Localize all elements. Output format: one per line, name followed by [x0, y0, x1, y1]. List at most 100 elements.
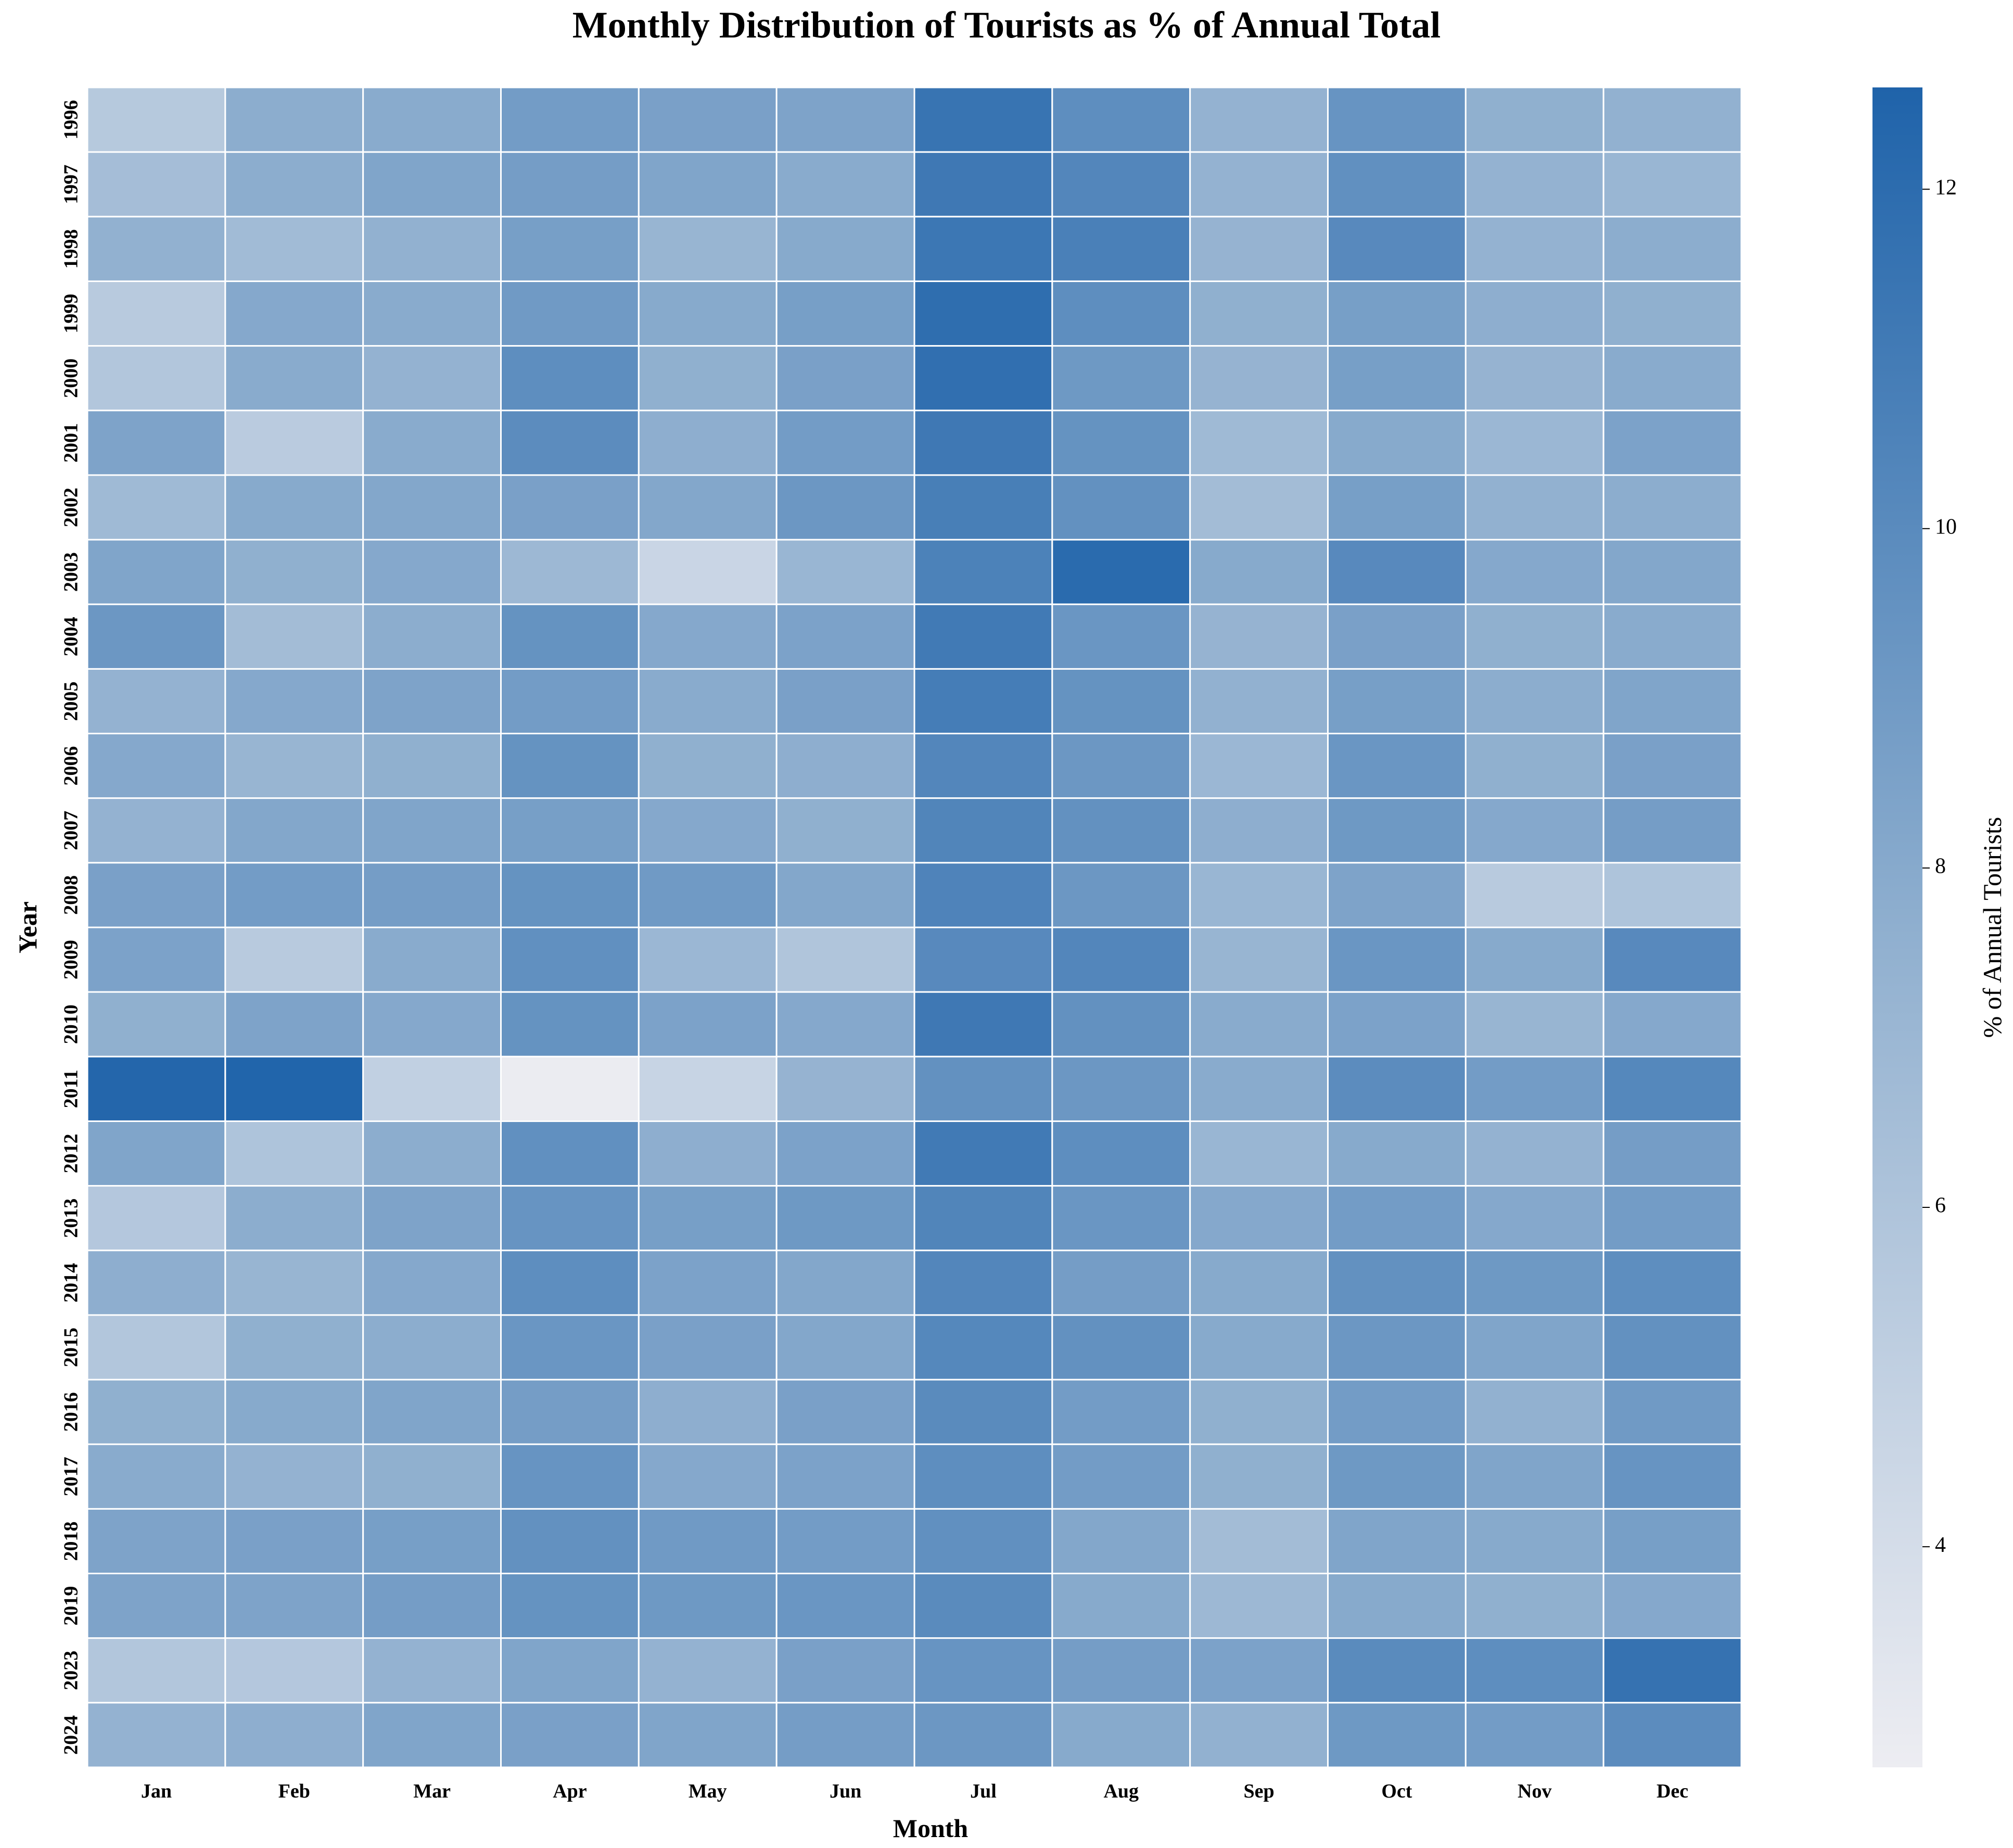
heatmap-cell-2006-Feb — [224, 733, 364, 799]
heatmap-cell-2004-Jul — [913, 603, 1053, 670]
heatmap-cell-2024-Apr — [500, 1702, 640, 1768]
heatmap-cell-2002-Jun — [775, 474, 915, 541]
heatmap-cell-2011-Dec — [1602, 1055, 1742, 1122]
heatmap-cell-2014-Jan — [86, 1250, 226, 1316]
x-tick-label: Nov — [1518, 1780, 1551, 1802]
heatmap-cell-2004-Apr — [500, 603, 640, 670]
heatmap-cell-2010-Nov — [1464, 991, 1604, 1057]
heatmap-cell-2015-Jan — [86, 1314, 226, 1381]
heatmap-cell-2016-Jan — [86, 1379, 226, 1445]
heatmap-cell-2004-Dec — [1602, 603, 1742, 670]
heatmap-cell-2000-May — [638, 345, 778, 412]
heatmap-cell-1996-Nov — [1464, 86, 1604, 153]
heatmap-cell-2005-Apr — [500, 668, 640, 735]
heatmap-cell-2017-Aug — [1051, 1443, 1191, 1510]
heatmap-cell-1996-Feb — [224, 86, 364, 153]
heatmap-cell-2014-Oct — [1327, 1250, 1467, 1316]
y-tick-label: 2014 — [60, 1263, 82, 1303]
heatmap-cell-2016-Oct — [1327, 1379, 1467, 1445]
heatmap-cell-2005-Jan — [86, 668, 226, 735]
heatmap-cell-2018-Sep — [1189, 1508, 1329, 1575]
heatmap-cell-1999-Jun — [775, 280, 915, 347]
y-tick-label: 1997 — [60, 164, 82, 204]
heatmap-cell-2017-Mar — [362, 1443, 502, 1510]
y-tick-label: 2012 — [60, 1134, 82, 1174]
heatmap-cell-1998-Dec — [1602, 215, 1742, 282]
heatmap-cell-2003-Apr — [500, 539, 640, 605]
x-tick-label: Dec — [1657, 1780, 1688, 1802]
heatmap-cell-2007-Apr — [500, 797, 640, 864]
heatmap-cell-2010-Sep — [1189, 991, 1329, 1057]
heatmap-cell-2024-Jul — [913, 1702, 1053, 1768]
heatmap-cell-2002-Feb — [224, 474, 364, 541]
heatmap-cell-2011-Jul — [913, 1055, 1053, 1122]
heatmap-cell-2011-Oct — [1327, 1055, 1467, 1122]
colorbar-tick-label: 6 — [1935, 1194, 1946, 1218]
heatmap-cell-2019-Jun — [775, 1573, 915, 1639]
heatmap-cell-2012-Jun — [775, 1120, 915, 1187]
heatmap-cell-2023-Jul — [913, 1637, 1053, 1704]
y-tick-label: 1999 — [60, 294, 82, 334]
heatmap-cell-2010-Apr — [500, 991, 640, 1057]
heatmap-cell-2006-Aug — [1051, 733, 1191, 799]
heatmap-cell-2023-Mar — [362, 1637, 502, 1704]
heatmap-cell-2004-Mar — [362, 603, 502, 670]
heatmap-cell-2024-Feb — [224, 1702, 364, 1768]
heatmap-cell-2017-Oct — [1327, 1443, 1467, 1510]
heatmap-cell-1996-Jan — [86, 86, 226, 153]
heatmap-cell-2014-Mar — [362, 1250, 502, 1316]
heatmap-cell-2008-Dec — [1602, 862, 1742, 928]
heatmap-cell-2003-Nov — [1464, 539, 1604, 605]
heatmap-cell-1998-Jun — [775, 215, 915, 282]
heatmap-cell-1999-Feb — [224, 280, 364, 347]
heatmap-cell-2001-Jan — [86, 410, 226, 476]
heatmap-cell-2006-Dec — [1602, 733, 1742, 799]
heatmap-cell-2010-Jul — [913, 991, 1053, 1057]
x-tick-label: Oct — [1381, 1780, 1412, 1802]
heatmap-cell-1998-Apr — [500, 215, 640, 282]
heatmap-cell-1997-Apr — [500, 151, 640, 218]
y-tick-label: 2019 — [60, 1586, 82, 1626]
heatmap-cell-2016-Nov — [1464, 1379, 1604, 1445]
heatmap-cell-2015-Oct — [1327, 1314, 1467, 1381]
heatmap-cell-2001-Jul — [913, 410, 1053, 476]
heatmap-cell-2018-Apr — [500, 1508, 640, 1575]
heatmap-cell-2023-Jan — [86, 1637, 226, 1704]
y-tick-label: 2016 — [60, 1392, 82, 1432]
heatmap-cell-2008-Jul — [913, 862, 1053, 928]
heatmap-cell-2006-Apr — [500, 733, 640, 799]
heatmap-cell-2008-May — [638, 862, 778, 928]
heatmap-cell-2007-Oct — [1327, 797, 1467, 864]
heatmap-cell-2013-Mar — [362, 1185, 502, 1252]
heatmap-cell-2012-May — [638, 1120, 778, 1187]
heatmap-cell-2009-Aug — [1051, 926, 1191, 993]
heatmap-cell-1997-Oct — [1327, 151, 1467, 218]
x-tick-labels: Jan Feb Mar Apr May Jun Jul Aug Sep Oct Nov Dec — [141, 1780, 1688, 1802]
heatmap-cell-2016-Apr — [500, 1379, 640, 1445]
heatmap-cell-2019-Dec — [1602, 1573, 1742, 1639]
heatmap-cell-2000-Jul — [913, 345, 1053, 412]
y-tick-label: 1996 — [60, 100, 82, 139]
heatmap-cell-2015-Jun — [775, 1314, 915, 1381]
heatmap-cell-2005-Mar — [362, 668, 502, 735]
heatmap-cell-2003-Jul — [913, 539, 1053, 605]
heatmap-cell-2007-Feb — [224, 797, 364, 864]
heatmap-cell-2003-Mar — [362, 539, 502, 605]
heatmap-cell-2005-Sep — [1189, 668, 1329, 735]
heatmap-cell-2002-Mar — [362, 474, 502, 541]
colorbar-ticks: 4 6 8 10 12 — [1922, 175, 1957, 1557]
heatmap-cell-2013-Dec — [1602, 1185, 1742, 1252]
heatmap-cell-2009-Feb — [224, 926, 364, 993]
heatmap-cell-2007-Dec — [1602, 797, 1742, 864]
heatmap-cell-2011-Feb — [224, 1055, 364, 1122]
heatmap-cell-2008-Mar — [362, 862, 502, 928]
heatmap-cell-2001-Jun — [775, 410, 915, 476]
heatmap-cell-2011-Nov — [1464, 1055, 1604, 1122]
heatmap-cell-2005-Oct — [1327, 668, 1467, 735]
heatmap-cell-2019-Oct — [1327, 1573, 1467, 1639]
x-tick-label: Apr — [553, 1780, 587, 1802]
heatmap-cell-1998-Jan — [86, 215, 226, 282]
y-tick-label: 2001 — [60, 423, 82, 463]
heatmap-cell-2019-Feb — [224, 1573, 364, 1639]
